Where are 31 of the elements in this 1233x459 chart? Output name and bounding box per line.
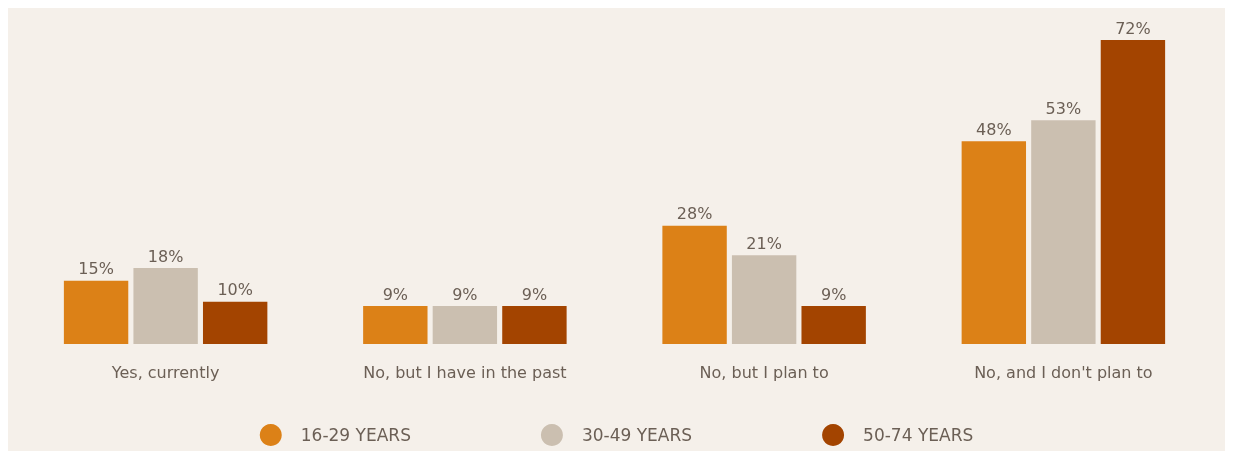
bar — [363, 306, 428, 344]
bar — [432, 306, 498, 344]
legend-label: 16-29 YEARS — [300, 425, 411, 445]
data-label: 10% — [217, 280, 253, 300]
x-tick-label: No, but I have in the past — [363, 362, 567, 382]
data-label: 72% — [1115, 18, 1151, 38]
legend-label: 50-74 YEARS — [863, 425, 974, 445]
bar — [801, 306, 866, 344]
bar — [202, 301, 268, 344]
data-label: 28% — [676, 204, 713, 224]
data-label: 53% — [1045, 98, 1082, 118]
data-label: 18% — [147, 246, 184, 266]
data-label: 9% — [452, 284, 478, 304]
bar — [133, 268, 198, 344]
bar — [961, 141, 1027, 344]
x-tick-label: Yes, currently — [110, 362, 220, 382]
bar — [63, 280, 129, 344]
legend-label: 30-49 YEARS — [581, 425, 693, 445]
data-label: 9% — [382, 284, 409, 304]
bar — [502, 306, 567, 344]
data-label: 9% — [820, 284, 847, 304]
data-label: 9% — [521, 284, 548, 304]
x-tick-label: No, but I plan to — [699, 362, 829, 382]
data-label: 15% — [78, 259, 114, 279]
data-label: 48% — [976, 119, 1012, 139]
x-tick-label: No, and I don't plan to — [974, 362, 1153, 382]
bar — [662, 225, 727, 344]
data-label: 21% — [746, 233, 782, 253]
bar — [1100, 40, 1166, 344]
bar — [731, 255, 797, 344]
bar — [1031, 120, 1096, 344]
